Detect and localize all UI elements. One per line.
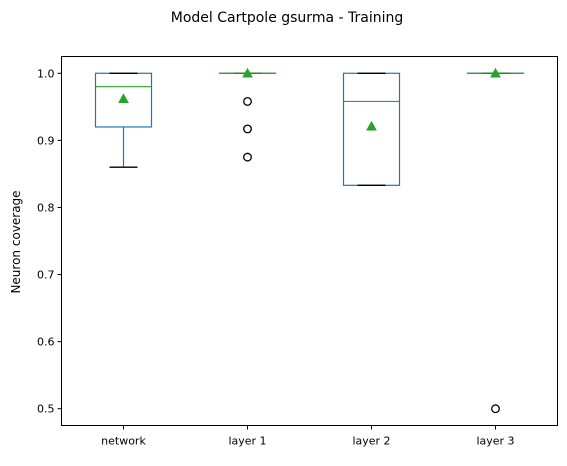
box-outlier [244, 153, 252, 161]
y-tick-label: 0.5 [37, 403, 55, 416]
y-axis-label: Neuron coverage [9, 190, 23, 293]
chart-title: Model Cartpole gsurma - Training [171, 10, 403, 26]
y-tick-label: 0.9 [37, 134, 55, 147]
plot-frame [62, 57, 558, 426]
x-tick-label: layer 2 [352, 435, 390, 448]
box-outlier [492, 405, 500, 413]
x-tick-label: network [101, 435, 146, 448]
box-outlier [244, 125, 252, 133]
box-mean-marker [119, 94, 129, 103]
box-mean-marker [367, 121, 377, 130]
x-tick-label: layer 1 [228, 435, 266, 448]
y-tick-label: 0.8 [37, 201, 55, 214]
plot-area: 0.5 0.6 0.7 0.8 0.9 1.0 network layer 1 layer 2 l… [37, 57, 558, 448]
y-tick-label: 0.7 [37, 269, 55, 282]
y-tick-label: 0.6 [37, 336, 55, 349]
y-tick-label: 1.0 [37, 67, 55, 80]
x-tick-label: layer 3 [476, 435, 514, 448]
box-outlier [244, 98, 252, 106]
